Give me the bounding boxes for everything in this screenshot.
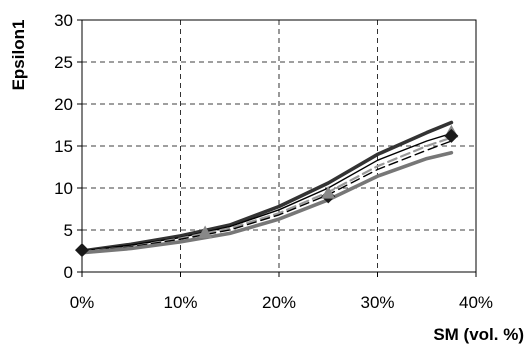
series-line-5 (80, 150, 454, 255)
y-tick-label: 20 (54, 95, 73, 114)
series-line-1 (80, 120, 454, 253)
y-tick-label: 0 (64, 263, 73, 282)
series-line-2 (81, 132, 453, 252)
series-line-3 (80, 136, 453, 253)
triangle-marker (321, 186, 336, 199)
y-tick-label: 5 (64, 221, 73, 240)
x-tick-label: 40% (459, 293, 493, 312)
data-markers (75, 124, 459, 258)
y-tick-label: 30 (54, 11, 73, 30)
y-tick-label: 15 (54, 137, 73, 156)
series-lines (80, 120, 454, 255)
x-tick-label: 20% (262, 293, 296, 312)
triangle-marker (198, 225, 213, 239)
series-line-4 (81, 140, 453, 253)
x-axis-label: SM (vol. %) (433, 325, 524, 344)
diamond-marker (75, 243, 89, 258)
diamond-marker (444, 128, 459, 143)
x-tick-label: 30% (360, 293, 394, 312)
grid-lines (82, 20, 476, 272)
y-tick-label: 25 (54, 53, 73, 72)
y-axis-label: Epsilon1 (9, 20, 28, 91)
x-tick-label: 0% (70, 293, 95, 312)
axis-ticks: 0 5 10 15 20 25 30 0% 10% 20% 30% 40% (54, 11, 493, 312)
y-tick-label: 10 (54, 179, 73, 198)
x-tick-label: 10% (163, 293, 197, 312)
